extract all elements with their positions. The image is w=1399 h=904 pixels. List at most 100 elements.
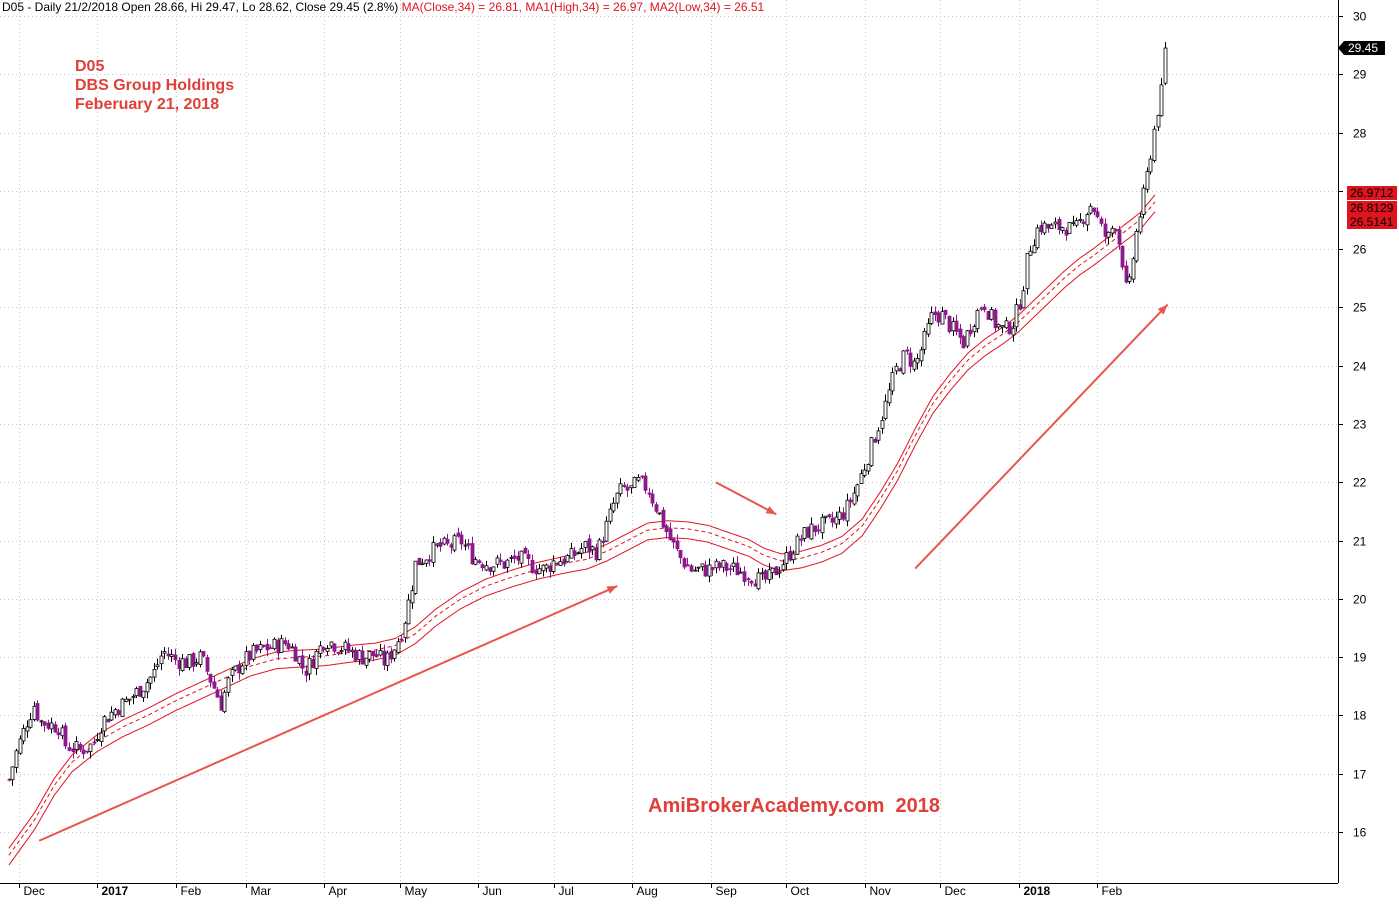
- candle: [777, 566, 782, 579]
- candle-body: [710, 567, 715, 571]
- candle-body: [1081, 221, 1086, 224]
- candle: [678, 549, 683, 564]
- candle-body: [894, 365, 899, 372]
- candle-body: [442, 537, 447, 545]
- candle-body: [152, 669, 157, 678]
- candle-body: [721, 560, 726, 568]
- candle: [661, 507, 666, 529]
- y-tick-label: 28: [1353, 127, 1367, 141]
- candle-body: [1113, 228, 1118, 231]
- candle-body: [258, 644, 263, 650]
- candle-body: [1039, 224, 1044, 233]
- candle-body: [360, 650, 365, 665]
- candle-body: [162, 651, 167, 654]
- candle: [1159, 77, 1164, 117]
- candle-body: [996, 324, 1001, 328]
- candle-body: [1046, 223, 1051, 229]
- candle-body: [424, 559, 429, 564]
- candle: [272, 637, 277, 651]
- candle-body: [972, 326, 977, 333]
- candle-body: [657, 512, 662, 515]
- arrow-shaft: [715, 481, 777, 516]
- candle-body: [608, 508, 613, 522]
- candle: [841, 507, 846, 522]
- candle: [1141, 184, 1146, 219]
- last-price-label: 29.45: [1348, 41, 1378, 55]
- candle: [601, 536, 606, 548]
- candle-body: [226, 677, 231, 693]
- candle-body: [1099, 218, 1104, 224]
- candle-body: [834, 516, 839, 525]
- candle-body: [148, 676, 153, 684]
- x-tick-label: Feb: [1102, 884, 1123, 898]
- candle: [781, 559, 786, 572]
- candle-body: [1014, 304, 1019, 328]
- candle-body: [813, 525, 818, 533]
- candle-body: [848, 499, 853, 503]
- ma-value-badge: [1347, 201, 1397, 215]
- candle: [894, 362, 899, 375]
- candle: [912, 357, 917, 372]
- candle-body: [205, 657, 210, 672]
- candle-body: [777, 571, 782, 574]
- candle: [134, 686, 139, 699]
- candle: [1081, 219, 1086, 228]
- candle: [205, 654, 210, 675]
- candle-body: [572, 550, 577, 556]
- candle-body: [618, 483, 623, 495]
- candle: [700, 563, 705, 571]
- candle: [452, 533, 457, 553]
- candle-body: [735, 562, 740, 576]
- candle-body: [703, 564, 708, 577]
- candle-body: [647, 492, 652, 495]
- candle-body: [1159, 84, 1164, 117]
- candle-body: [300, 655, 305, 669]
- candle: [767, 563, 772, 584]
- candle: [802, 527, 807, 542]
- candle-body: [367, 651, 372, 660]
- candle-body: [1148, 158, 1153, 173]
- candle-body: [749, 580, 754, 584]
- candle-body: [830, 517, 835, 523]
- candle: [1064, 227, 1069, 241]
- candle: [215, 687, 220, 698]
- candle-body: [873, 439, 878, 443]
- candle: [685, 557, 690, 567]
- candle-body: [265, 643, 270, 651]
- candle: [120, 697, 125, 718]
- candle: [81, 745, 86, 759]
- candle: [1127, 273, 1132, 284]
- candle: [982, 303, 987, 313]
- candle-body: [781, 564, 786, 571]
- candle-body: [880, 420, 885, 429]
- candle-body: [1145, 171, 1150, 190]
- candle-body: [321, 646, 326, 651]
- candle: [791, 550, 796, 564]
- candle: [424, 559, 429, 567]
- candle-body: [611, 502, 616, 512]
- candle: [1021, 286, 1026, 309]
- candle-body: [141, 690, 146, 699]
- candle: [993, 307, 998, 333]
- candle: [339, 647, 344, 655]
- candle: [431, 536, 436, 568]
- candle: [138, 685, 143, 697]
- candle-body: [307, 657, 312, 675]
- candle-body: [14, 750, 19, 768]
- candle-body: [841, 512, 846, 520]
- candle-body: [254, 644, 259, 652]
- candle-body: [940, 311, 945, 325]
- candle-body: [961, 336, 966, 349]
- candle: [332, 643, 337, 654]
- candle: [837, 506, 842, 525]
- candle-body: [869, 437, 874, 467]
- candle: [654, 502, 659, 514]
- header-ma-close: MA(Close,34) = 26.81,: [401, 0, 523, 14]
- candle: [859, 469, 864, 485]
- candle-body: [215, 689, 220, 698]
- candle-body: [438, 542, 443, 547]
- candle-body: [502, 561, 507, 569]
- candle-body: [816, 529, 821, 532]
- candle: [526, 549, 531, 566]
- candle: [576, 551, 581, 555]
